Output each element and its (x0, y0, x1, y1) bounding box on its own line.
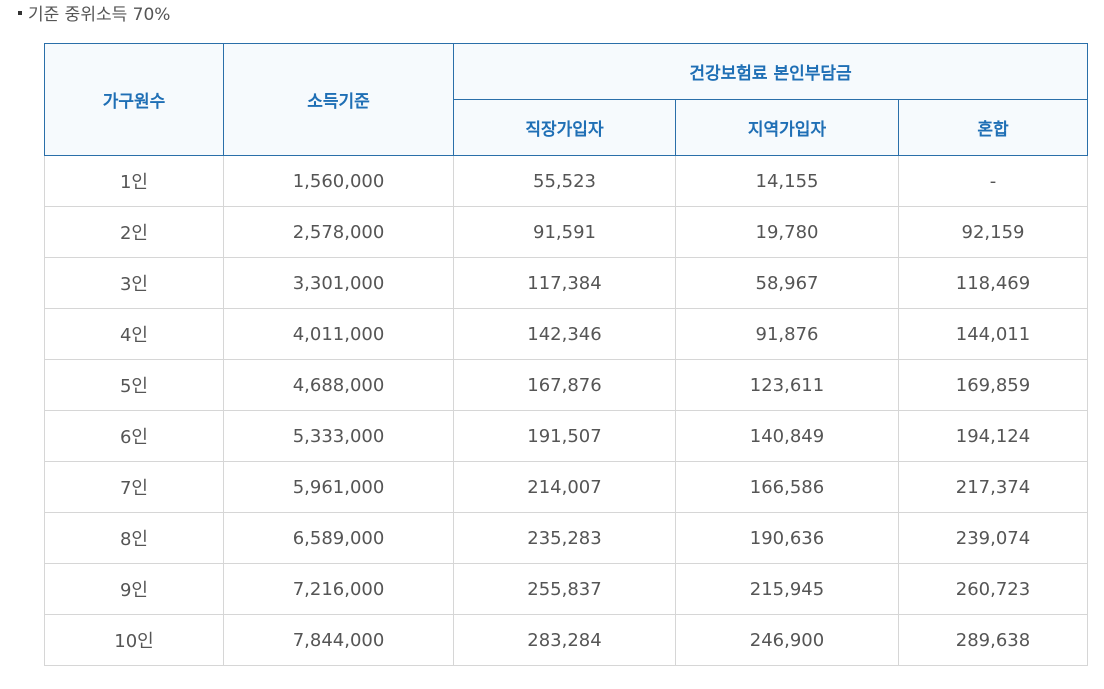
cell-mixed: 289,638 (897, 614, 1089, 666)
cell-mixed: 92,159 (897, 206, 1089, 258)
cell-household: 1인 (44, 155, 224, 207)
cell-regional: 91,876 (675, 308, 899, 360)
header-income: 소득기준 (223, 43, 454, 156)
cell-household: 2인 (44, 206, 224, 258)
cell-household: 4인 (44, 308, 224, 360)
header-mixed: 혼합 (897, 99, 1089, 156)
cell-household: 10인 (44, 614, 224, 666)
header-employee: 직장가입자 (453, 99, 676, 156)
cell-employee: 142,346 (453, 308, 676, 360)
cell-employee: 283,284 (453, 614, 676, 666)
table-row: 5인 4,688,000 167,876 123,611 169,859 (44, 359, 1089, 411)
cell-employee: 167,876 (453, 359, 676, 411)
table-row: 10인 7,844,000 283,284 246,900 289,638 (44, 614, 1089, 666)
cell-mixed: 118,469 (897, 257, 1089, 309)
header-household: 가구원수 (44, 43, 224, 156)
table-body: 1인 1,560,000 55,523 14,155-2인 2,578,000 91,59… (44, 155, 1089, 666)
bullet-icon (18, 11, 22, 15)
cell-employee: 91,591 (453, 206, 676, 258)
cell-household: 5인 (44, 359, 224, 411)
cell-income: 6,589,000 (223, 512, 454, 564)
cell-income: 1,560,000 (223, 155, 454, 207)
cell-household: 7인 (44, 461, 224, 513)
cell-employee: 214,007 (453, 461, 676, 513)
header-regional: 지역가입자 (675, 99, 899, 156)
table-row: 3인 3,301,000 117,384 58,967 118,469 (44, 257, 1089, 309)
cell-mixed: 144,011 (897, 308, 1089, 360)
table-header: 가구원수 소득기준 건강보험료 본인부담금 직장가입자 지역가입자 혼합 (44, 43, 1089, 156)
cell-mixed: 239,074 (897, 512, 1089, 564)
cell-employee: 235,283 (453, 512, 676, 564)
cell-regional: 123,611 (675, 359, 899, 411)
cell-regional: 140,849 (675, 410, 899, 462)
cell-income: 4,688,000 (223, 359, 454, 411)
cell-income: 2,578,000 (223, 206, 454, 258)
cell-employee: 191,507 (453, 410, 676, 462)
cell-income: 5,961,000 (223, 461, 454, 513)
caption-text: 기준 중위소득 70% (28, 5, 171, 25)
cell-mixed: 260,723 (897, 563, 1089, 615)
cell-regional: 166,586 (675, 461, 899, 513)
cell-regional: 58,967 (675, 257, 899, 309)
cell-income: 5,333,000 (223, 410, 454, 462)
cell-household: 3인 (44, 257, 224, 309)
table-row: 9인 7,216,000 255,837 215,945 260,723 (44, 563, 1089, 615)
cell-household: 9인 (44, 563, 224, 615)
income-premium-table: 가구원수 소득기준 건강보험료 본인부담금 직장가입자 지역가입자 혼합 1인 1… (44, 43, 1089, 666)
table-row: 4인 4,011,000 142,346 91,876 144,011 (44, 308, 1089, 360)
table-row: 6인 5,333,000 191,507 140,849 194,124 (44, 410, 1089, 462)
table-row: 2인 2,578,000 91,591 19,780 92,159 (44, 206, 1089, 258)
cell-mixed: 217,374 (897, 461, 1089, 513)
cell-regional: 14,155 (675, 155, 899, 207)
cell-mixed: 194,124 (897, 410, 1089, 462)
cell-regional: 19,780 (675, 206, 899, 258)
cell-income: 4,011,000 (223, 308, 454, 360)
cell-employee: 55,523 (453, 155, 676, 207)
cell-income: 7,216,000 (223, 563, 454, 615)
cell-regional: 215,945 (675, 563, 899, 615)
cell-mixed: - (897, 155, 1089, 207)
cell-employee: 255,837 (453, 563, 676, 615)
cell-regional: 190,636 (675, 512, 899, 564)
cell-mixed: 169,859 (897, 359, 1089, 411)
header-premium-group: 건강보험료 본인부담금 (452, 43, 1089, 100)
cell-household: 8인 (44, 512, 224, 564)
cell-household: 6인 (44, 410, 224, 462)
cell-regional: 246,900 (675, 614, 899, 666)
cell-income: 7,844,000 (223, 614, 454, 666)
table-row: 8인 6,589,000 235,283 190,636 239,074 (44, 512, 1089, 564)
cell-employee: 117,384 (453, 257, 676, 309)
table-caption: 기준 중위소득 70% (16, 4, 170, 26)
table-row: 7인 5,961,000 214,007 166,586 217,374 (44, 461, 1089, 513)
table-row: 1인 1,560,000 55,523 14,155- (44, 155, 1089, 207)
cell-income: 3,301,000 (223, 257, 454, 309)
